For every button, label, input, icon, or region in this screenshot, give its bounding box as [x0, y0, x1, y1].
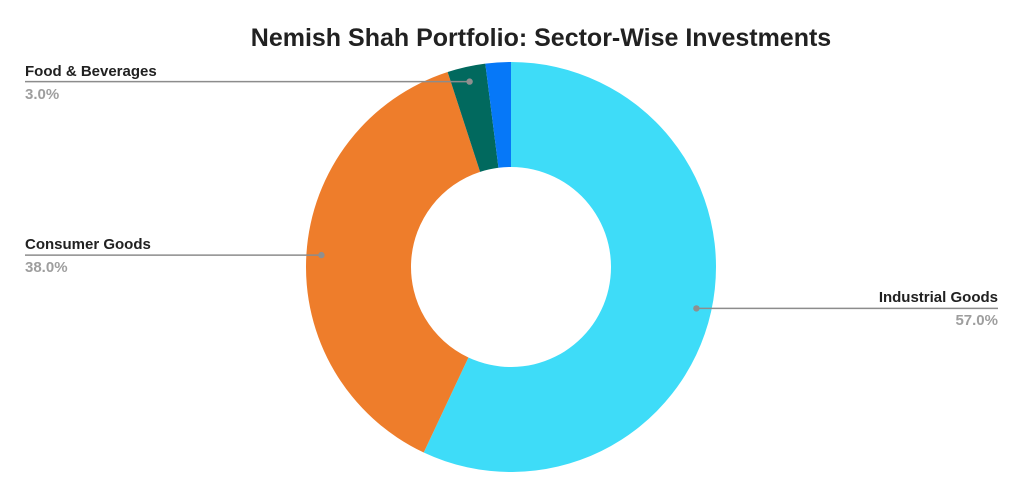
leader-dot [466, 78, 473, 85]
donut-slice-consumer-goods[interactable] [305, 72, 481, 453]
donut-slice-unlabeled-3[interactable] [485, 62, 511, 168]
donut-slice-food-beverages[interactable] [447, 63, 499, 172]
leader-dot [693, 305, 700, 312]
chart-title: Nemish Shah Portfolio: Sector-Wise Inves… [250, 24, 832, 52]
donut-slice-industrial-goods[interactable] [423, 62, 717, 472]
leader-dot [318, 251, 325, 259]
